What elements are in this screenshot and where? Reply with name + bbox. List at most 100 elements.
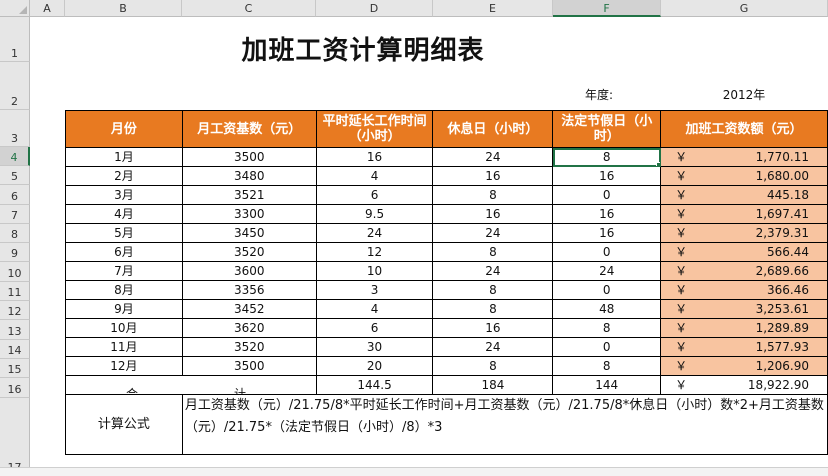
column-header-c[interactable]: C <box>182 0 316 17</box>
cell-base[interactable]: 3520 <box>181 242 317 262</box>
header-overtime-pay[interactable]: 加班工资数额（元） <box>660 110 828 148</box>
cell-base[interactable]: 3500 <box>181 147 317 167</box>
cell-overtime[interactable]: 6 <box>315 185 434 205</box>
cell-month[interactable]: 4月 <box>65 204 183 224</box>
cell-amount[interactable]: ￥ 1,697.41 <box>660 204 828 224</box>
cell-month[interactable]: 9月 <box>65 299 183 319</box>
cell-holiday[interactable]: 0 <box>552 337 662 357</box>
cell-month[interactable]: 5月 <box>65 223 183 243</box>
column-header-g[interactable]: G <box>661 0 828 17</box>
cell-month[interactable]: 1月 <box>65 147 183 167</box>
cell-overtime[interactable]: 9.5 <box>315 204 434 224</box>
cell-overtime[interactable]: 20 <box>315 356 434 376</box>
total-label-cell[interactable]: 合 计 <box>65 375 317 395</box>
cell-amount[interactable]: ￥ 445.18 <box>660 185 828 205</box>
cell-rest[interactable]: 8 <box>432 356 554 376</box>
cell-holiday[interactable]: 0 <box>552 185 662 205</box>
cell-overtime[interactable]: 16 <box>315 147 434 167</box>
sheet-title[interactable]: 加班工资计算明细表 <box>241 36 485 66</box>
year-value[interactable]: 2012年 <box>722 88 766 102</box>
cell-amount[interactable]: ￥ 2,379.31 <box>660 223 828 243</box>
header-month[interactable]: 月份 <box>65 110 183 148</box>
row-header-1[interactable]: 1 <box>0 17 30 62</box>
cell-amount[interactable]: ￥ 2,689.66 <box>660 261 828 281</box>
row-header-2[interactable]: 2 <box>0 62 30 110</box>
row-header-5[interactable]: 5 <box>0 166 30 185</box>
cell-base[interactable]: 3452 <box>181 299 317 319</box>
cell-holiday[interactable]: 48 <box>552 299 662 319</box>
cell-holiday[interactable]: 16 <box>552 166 662 186</box>
cell-amount[interactable]: ￥ 1,577.93 <box>660 337 828 357</box>
header-overtime-hours[interactable]: 平时延长工作时间（小时） <box>315 110 434 148</box>
cell-month[interactable]: 12月 <box>65 356 183 376</box>
total-rest[interactable]: 184 <box>432 375 554 395</box>
cell-holiday[interactable]: 8 <box>552 318 662 338</box>
cell-overtime[interactable]: 10 <box>315 261 434 281</box>
column-header-a[interactable]: A <box>30 0 65 17</box>
cell-base[interactable]: 3600 <box>181 261 317 281</box>
cell-base[interactable]: 3500 <box>181 356 317 376</box>
cell-month[interactable]: 7月 <box>65 261 183 281</box>
row-header-16[interactable]: 16 <box>0 378 30 398</box>
year-label[interactable]: 年度: <box>585 88 614 102</box>
cell-month[interactable]: 2月 <box>65 166 183 186</box>
cell-overtime[interactable]: 30 <box>315 337 434 357</box>
cell-month[interactable]: 6月 <box>65 242 183 262</box>
header-base-salary[interactable]: 月工资基数（元） <box>181 110 317 148</box>
column-header-e[interactable]: E <box>433 0 553 17</box>
cell-amount[interactable]: ￥ 1,770.11 <box>660 147 828 167</box>
row-header-13[interactable]: 13 <box>0 320 30 340</box>
total-overtime[interactable]: 144.5 <box>315 375 434 395</box>
total-amount[interactable]: ￥ 18,922.90 <box>660 375 828 395</box>
cell-amount[interactable]: ￥ 566.44 <box>660 242 828 262</box>
cell-rest[interactable]: 24 <box>432 223 554 243</box>
cell-rest[interactable]: 8 <box>432 280 554 300</box>
header-rest-day-hours[interactable]: 休息日（小时） <box>432 110 554 148</box>
column-header-b[interactable]: B <box>65 0 182 17</box>
cell-holiday[interactable]: 0 <box>552 242 662 262</box>
row-header-3[interactable]: 3 <box>0 110 30 147</box>
formula-text[interactable]: 月工资基数（元）/21.75/8*平时延长工作时间+月工资基数（元）/21.75… <box>181 394 828 455</box>
cell-rest[interactable]: 16 <box>432 204 554 224</box>
row-header-14[interactable]: 14 <box>0 340 30 359</box>
row-header-6[interactable]: 6 <box>0 185 30 205</box>
cell-month[interactable]: 3月 <box>65 185 183 205</box>
cell-overtime[interactable]: 3 <box>315 280 434 300</box>
select-all-corner[interactable] <box>0 0 30 17</box>
total-holiday[interactable]: 144 <box>552 375 662 395</box>
cell-amount[interactable]: ￥ 3,253.61 <box>660 299 828 319</box>
cell-overtime[interactable]: 4 <box>315 299 434 319</box>
row-header-15[interactable]: 15 <box>0 359 30 378</box>
cell-base[interactable]: 3520 <box>181 337 317 357</box>
cell-holiday[interactable]: 8 <box>552 356 662 376</box>
formula-label[interactable]: 计算公式 <box>65 394 183 455</box>
cell-amount[interactable]: ￥ 1,289.89 <box>660 318 828 338</box>
cell-base[interactable]: 3356 <box>181 280 317 300</box>
header-holiday-hours[interactable]: 法定节假日（小时） <box>552 110 662 148</box>
column-header-d[interactable]: D <box>316 0 433 17</box>
row-header-8[interactable]: 8 <box>0 224 30 243</box>
cell-rest[interactable]: 8 <box>432 299 554 319</box>
column-header-f[interactable]: F <box>553 0 661 17</box>
cell-base[interactable]: 3450 <box>181 223 317 243</box>
cell-base[interactable]: 3480 <box>181 166 317 186</box>
cell-base[interactable]: 3300 <box>181 204 317 224</box>
cell-base[interactable]: 3620 <box>181 318 317 338</box>
cell-month[interactable]: 11月 <box>65 337 183 357</box>
active-cell[interactable]: 8 <box>552 147 662 167</box>
cell-rest[interactable]: 24 <box>432 261 554 281</box>
row-header-7[interactable]: 7 <box>0 205 30 224</box>
row-header-10[interactable]: 10 <box>0 262 30 282</box>
cell-holiday[interactable]: 24 <box>552 261 662 281</box>
cell-overtime[interactable]: 12 <box>315 242 434 262</box>
cell-holiday[interactable]: 16 <box>552 223 662 243</box>
cell-rest[interactable]: 8 <box>432 242 554 262</box>
cell-rest[interactable]: 24 <box>432 147 554 167</box>
cell-amount[interactable]: ￥ 1,680.00 <box>660 166 828 186</box>
cell-rest[interactable]: 16 <box>432 166 554 186</box>
row-header-17[interactable]: 17 <box>0 398 30 476</box>
cell-rest[interactable]: 24 <box>432 337 554 357</box>
cell-overtime[interactable]: 24 <box>315 223 434 243</box>
cell-holiday[interactable]: 16 <box>552 204 662 224</box>
